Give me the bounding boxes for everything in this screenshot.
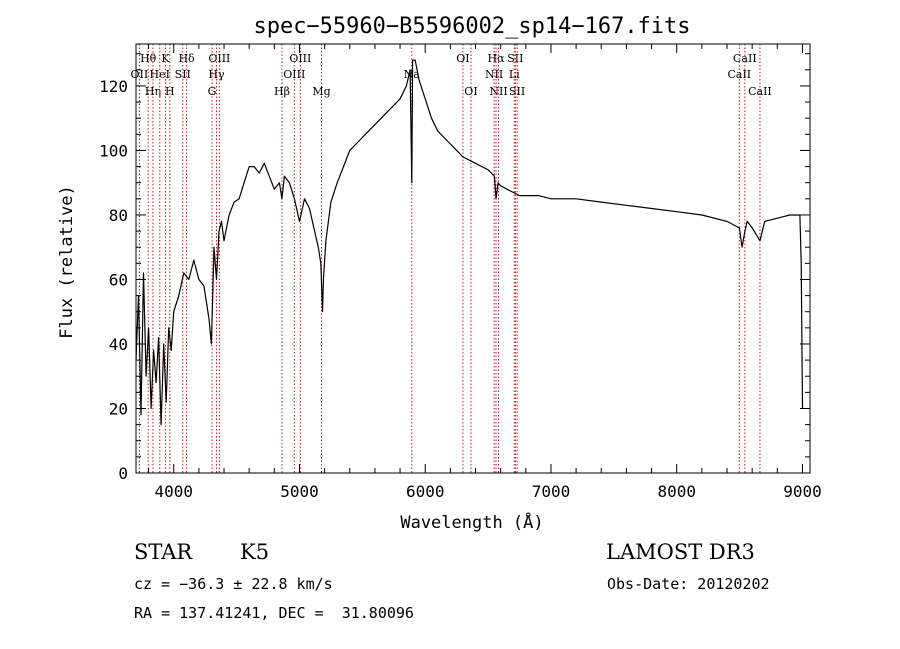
chart-title: spec−55960−B5596002_sp14−167.fits — [253, 14, 690, 39]
spectral-line-label: G — [208, 85, 217, 98]
object-class: STAR — [134, 540, 193, 564]
spectral-line-label: Hα — [487, 52, 505, 65]
axis-ticks: 4000 5000 6000 7000 8000 9000 0 20 40 60 80 100 120 — [99, 44, 822, 501]
spectral-line-label: Hδ — [178, 52, 195, 65]
spectral-line-label: OI — [456, 52, 469, 65]
spectral-line-label: Hθ — [140, 52, 157, 65]
spectral-line-label: CaII — [748, 85, 772, 98]
spectral-line-label: CaII — [733, 52, 757, 65]
redshift-readout: cz = −36.3 ± 22.8 km/s — [134, 575, 333, 593]
y-tick-label: 80 — [109, 206, 128, 225]
plot-frame — [135, 43, 811, 474]
object-subclass: K5 — [240, 540, 270, 564]
y-tick-label: 120 — [99, 77, 128, 96]
spectral-line-label: NII — [485, 68, 503, 81]
spectral-line-label: SII — [509, 85, 525, 98]
spectral-line-label: Li — [509, 68, 520, 81]
x-tick-label: 5000 — [280, 482, 319, 501]
spectral-line-label: Hβ — [274, 85, 290, 98]
spectral-line-label: OII — [131, 68, 149, 81]
x-tick-label: 7000 — [532, 482, 571, 501]
spectral-line-label: OIII — [289, 52, 311, 65]
x-tick-label: 6000 — [406, 482, 445, 501]
spectral-line-label: HeI — [150, 68, 170, 81]
x-tick-label: 8000 — [657, 482, 696, 501]
y-tick-label: 20 — [109, 399, 128, 418]
spectral-line-label: K — [161, 52, 170, 65]
y-axis-label: Flux (relative) — [57, 185, 77, 339]
spectral-line-label: SII — [175, 68, 191, 81]
spectral-line-label: NII — [489, 85, 507, 98]
y-tick-label: 0 — [118, 464, 128, 483]
spectrum-series — [135, 59, 804, 426]
spectral-line-label: CaII — [727, 68, 751, 81]
spectrum-line — [135, 59, 804, 426]
spectral-line-label: Hη — [145, 85, 161, 98]
y-tick-label: 100 — [99, 141, 128, 160]
x-tick-label: 4000 — [154, 482, 193, 501]
coordinates-readout: RA = 137.41241, DEC = 31.80096 — [134, 604, 414, 622]
spectral-line-label: SII — [507, 52, 523, 65]
obs-date: Obs-Date: 20120202 — [607, 575, 770, 593]
x-axis-label: Wavelength (Å) — [400, 511, 543, 533]
spectral-line-label: H — [165, 85, 175, 98]
y-tick-label: 40 — [109, 335, 128, 354]
spectral-line-label: OIII — [208, 52, 230, 65]
y-tick-label: 60 — [109, 270, 128, 289]
spectral-line-label: OI — [464, 85, 477, 98]
x-tick-label: 9000 — [783, 482, 822, 501]
spectral-line-label: OIII — [283, 68, 305, 81]
survey-label: LAMOST DR3 — [606, 540, 755, 564]
spectral-line-label: Mg — [312, 85, 330, 98]
spectral-line-label: Hγ — [208, 68, 225, 81]
